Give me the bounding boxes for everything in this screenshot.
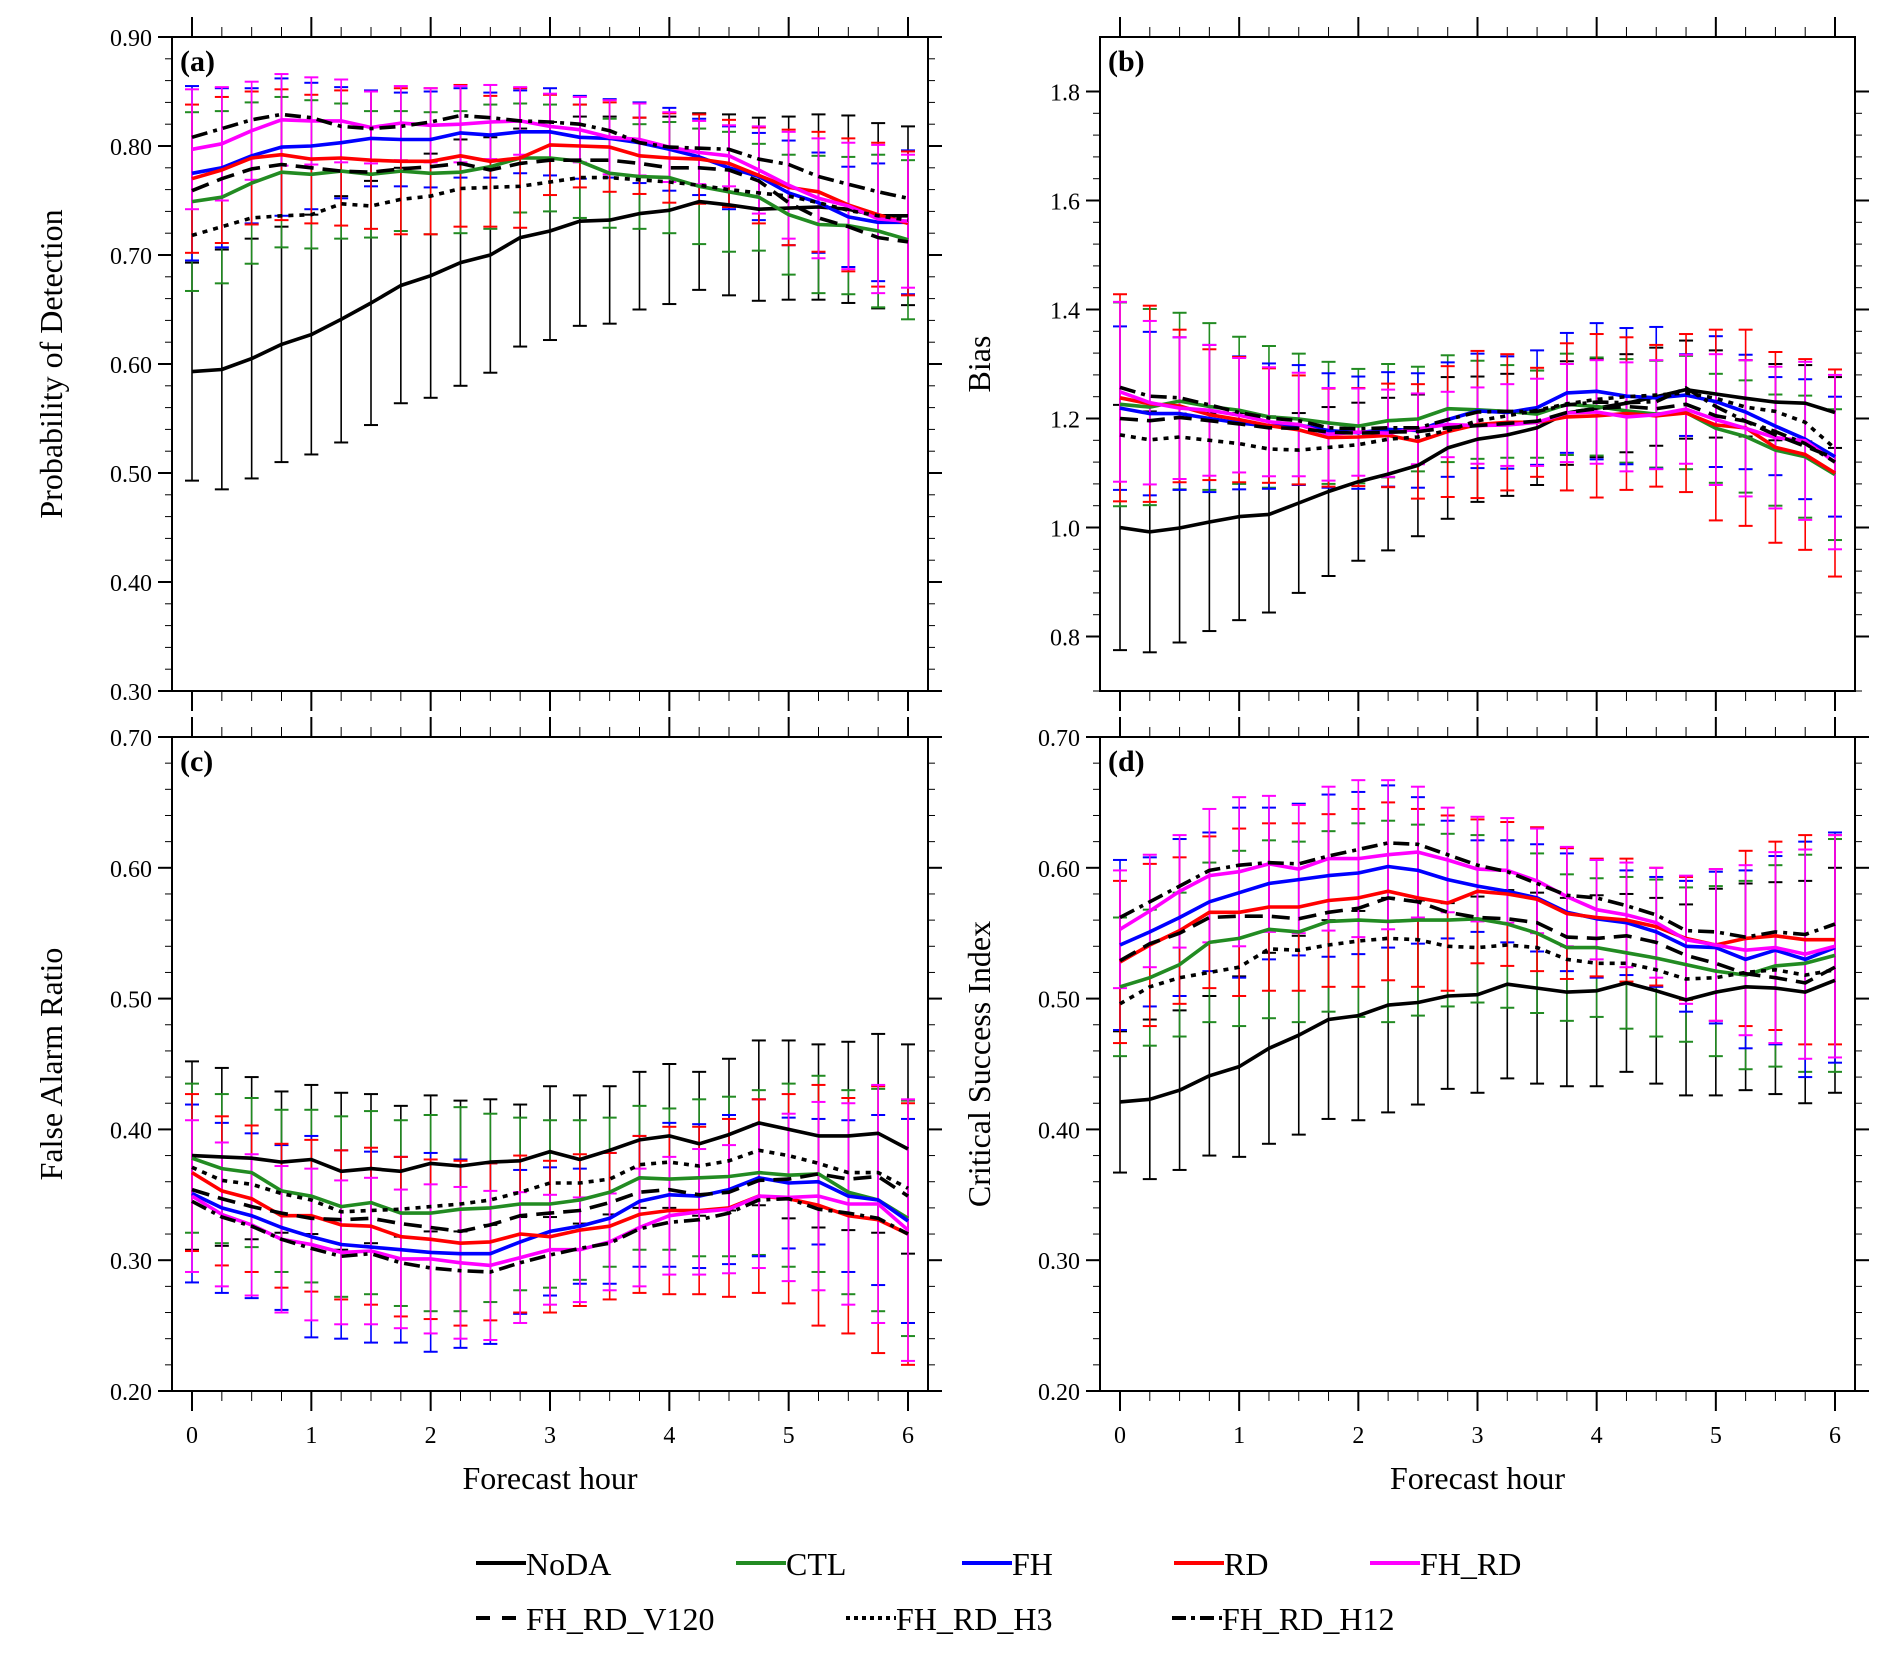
x-tick-label: 4 <box>1591 1423 1603 1449</box>
panel-label: (b) <box>1108 45 1145 78</box>
x-tick-label: 3 <box>544 1423 556 1449</box>
plot-area <box>185 1032 915 1366</box>
y-tick-label: 0.8 <box>1050 626 1080 652</box>
legend-item-fh-rd: FH_RD <box>1370 1546 1521 1582</box>
x-tick-label: 5 <box>783 1423 795 1449</box>
legend-label: CTL <box>786 1546 846 1582</box>
y-tick-label: 0.30 <box>110 1249 152 1275</box>
series-line-fh-rd-h3 <box>191 1148 909 1214</box>
legend-item-fh: FH <box>962 1546 1053 1582</box>
panel-label: (a) <box>180 45 215 78</box>
panel-c: 0.20 0.30 0.40 0.50 0.60 0.70 0 1 2 3 4 5 6 Forecast … <box>33 717 942 1496</box>
series-line-fh <box>191 130 908 225</box>
y-tick-label: 0.40 <box>110 1118 152 1144</box>
legend: NoDA CTL FH RD FH_RD FH_RD_V120 FH_RD_H3 FH_RD_… <box>476 1546 1521 1637</box>
y-tick-label: 1.0 <box>1050 517 1080 543</box>
x-axis-title: Forecast hour <box>1390 1460 1565 1496</box>
legend-item-rd: RD <box>1174 1546 1268 1582</box>
x-tick-label: 1 <box>1233 1423 1245 1449</box>
series-line-noda <box>1119 978 1836 1104</box>
y-tick-label: 1.2 <box>1050 408 1080 434</box>
x-tick-label: 1 <box>305 1423 317 1449</box>
x-tick-label: 6 <box>1829 1423 1841 1449</box>
series-line-noda <box>1119 387 1836 534</box>
x-tick-label: 0 <box>186 1423 198 1449</box>
x-tick-label: 2 <box>1352 1423 1364 1449</box>
y-tick-label: 0.40 <box>1038 1118 1080 1144</box>
y-tick-label: 0.60 <box>1038 857 1080 883</box>
legend-label: FH_RD_H12 <box>1222 1601 1394 1637</box>
y-tick-label: 0.20 <box>1038 1380 1080 1406</box>
series-line-fh-rd <box>1119 850 1836 956</box>
legend-label: FH <box>1012 1546 1053 1582</box>
plot-area <box>1113 779 1842 1181</box>
series-line-noda <box>191 1121 909 1174</box>
x-tick-label: 5 <box>1710 1423 1722 1449</box>
y-tick-label: 1.8 <box>1050 81 1080 107</box>
legend-item-fh-rd-h12: FH_RD_H12 <box>1172 1601 1394 1637</box>
y-tick-label: 0.40 <box>110 571 152 597</box>
y-tick-label: 0.80 <box>110 135 152 161</box>
series-line-rd <box>191 143 909 226</box>
series-line-noda <box>191 199 908 374</box>
series-line-fh <box>1119 864 1836 962</box>
series-line-ctl <box>191 156 909 242</box>
plot-area <box>185 73 915 491</box>
y-tick-label: 0.30 <box>110 680 152 706</box>
panels: 0.300.400.500.600.700.800.90Probability … <box>33 17 1869 1496</box>
y-axis-title: False Alarm Ratio <box>33 948 69 1181</box>
y-tick-label: 1.4 <box>1050 299 1080 325</box>
series-line-ctl <box>191 1156 909 1220</box>
panel-label: (d) <box>1108 745 1145 778</box>
y-tick-label: 0.20 <box>110 1380 152 1406</box>
legend-item-noda: NoDA <box>476 1546 611 1582</box>
y-tick-label: 0.70 <box>110 726 152 752</box>
legend-label: FH_RD <box>1420 1546 1521 1582</box>
panel-label: (c) <box>180 745 213 778</box>
series-line-fh-rd-h12 <box>191 1196 909 1274</box>
y-tick-label: 0.30 <box>1038 1249 1080 1275</box>
y-tick-label: 0.60 <box>110 857 152 883</box>
series-line-fh-rd-v120 <box>191 158 909 244</box>
x-tick-label: 0 <box>1114 1423 1126 1449</box>
legend-label: FH_RD_V120 <box>526 1601 714 1637</box>
y-tick-label: 0.50 <box>1038 988 1080 1014</box>
x-tick-label: 2 <box>425 1423 437 1449</box>
y-tick-label: 0.70 <box>1038 726 1080 752</box>
series-line-fh-rd <box>191 118 909 223</box>
series-line-fh-rd-h12 <box>1119 841 1836 939</box>
y-axis-title: Bias <box>961 336 997 393</box>
series-line-fh-rd-h3 <box>191 175 909 238</box>
series-line-fh <box>191 1176 910 1256</box>
y-tick-label: 0.50 <box>110 462 152 488</box>
x-tick-label: 3 <box>1472 1423 1484 1449</box>
series-line-fh-rd-v120 <box>1119 402 1836 460</box>
legend-label: NoDA <box>526 1546 611 1582</box>
y-tick-label: 0.60 <box>110 353 152 379</box>
y-tick-label: 0.90 <box>110 26 152 52</box>
panel-b: 0.8 1.0 1.2 1.4 1.6 1.8 Bias (b) <box>961 17 1869 711</box>
panel-d: 0.20 0.30 0.40 0.50 0.60 0.70 0 1 2 3 4 5 6 Forecast … <box>961 717 1869 1496</box>
series-line-fh-rd-h12 <box>1119 385 1836 464</box>
legend-label: RD <box>1224 1546 1268 1582</box>
plot-area <box>1113 293 1842 654</box>
x-tick-label: 6 <box>902 1423 914 1449</box>
y-tick-label: 0.50 <box>110 988 152 1014</box>
y-axis-title: Probability of Detection <box>33 209 69 518</box>
y-tick-label: 0.70 <box>110 244 152 270</box>
y-tick-label: 1.6 <box>1050 190 1080 216</box>
y-axis-title: Critical Success Index <box>961 921 997 1207</box>
panel-a: 0.30 0.40 0.50 0.60 0.70 0.80 0.90 Probability … <box>33 17 942 711</box>
series-line-fh-rd-h3 <box>1119 936 1836 1006</box>
legend-item-ctl: CTL <box>736 1546 846 1582</box>
series-line-ctl <box>1119 916 1836 989</box>
legend-item-fh-rd-v120: FH_RD_V120 <box>476 1601 714 1637</box>
x-axis-title: Forecast hour <box>462 1460 637 1496</box>
x-tick-label: 4 <box>663 1423 675 1449</box>
legend-item-fh-rd-h3: FH_RD_H3 <box>846 1601 1052 1637</box>
series-line-fh-rd-h12 <box>191 112 909 201</box>
series-line-fh-rd-v120 <box>191 1172 909 1234</box>
legend-label: FH_RD_H3 <box>896 1601 1052 1637</box>
